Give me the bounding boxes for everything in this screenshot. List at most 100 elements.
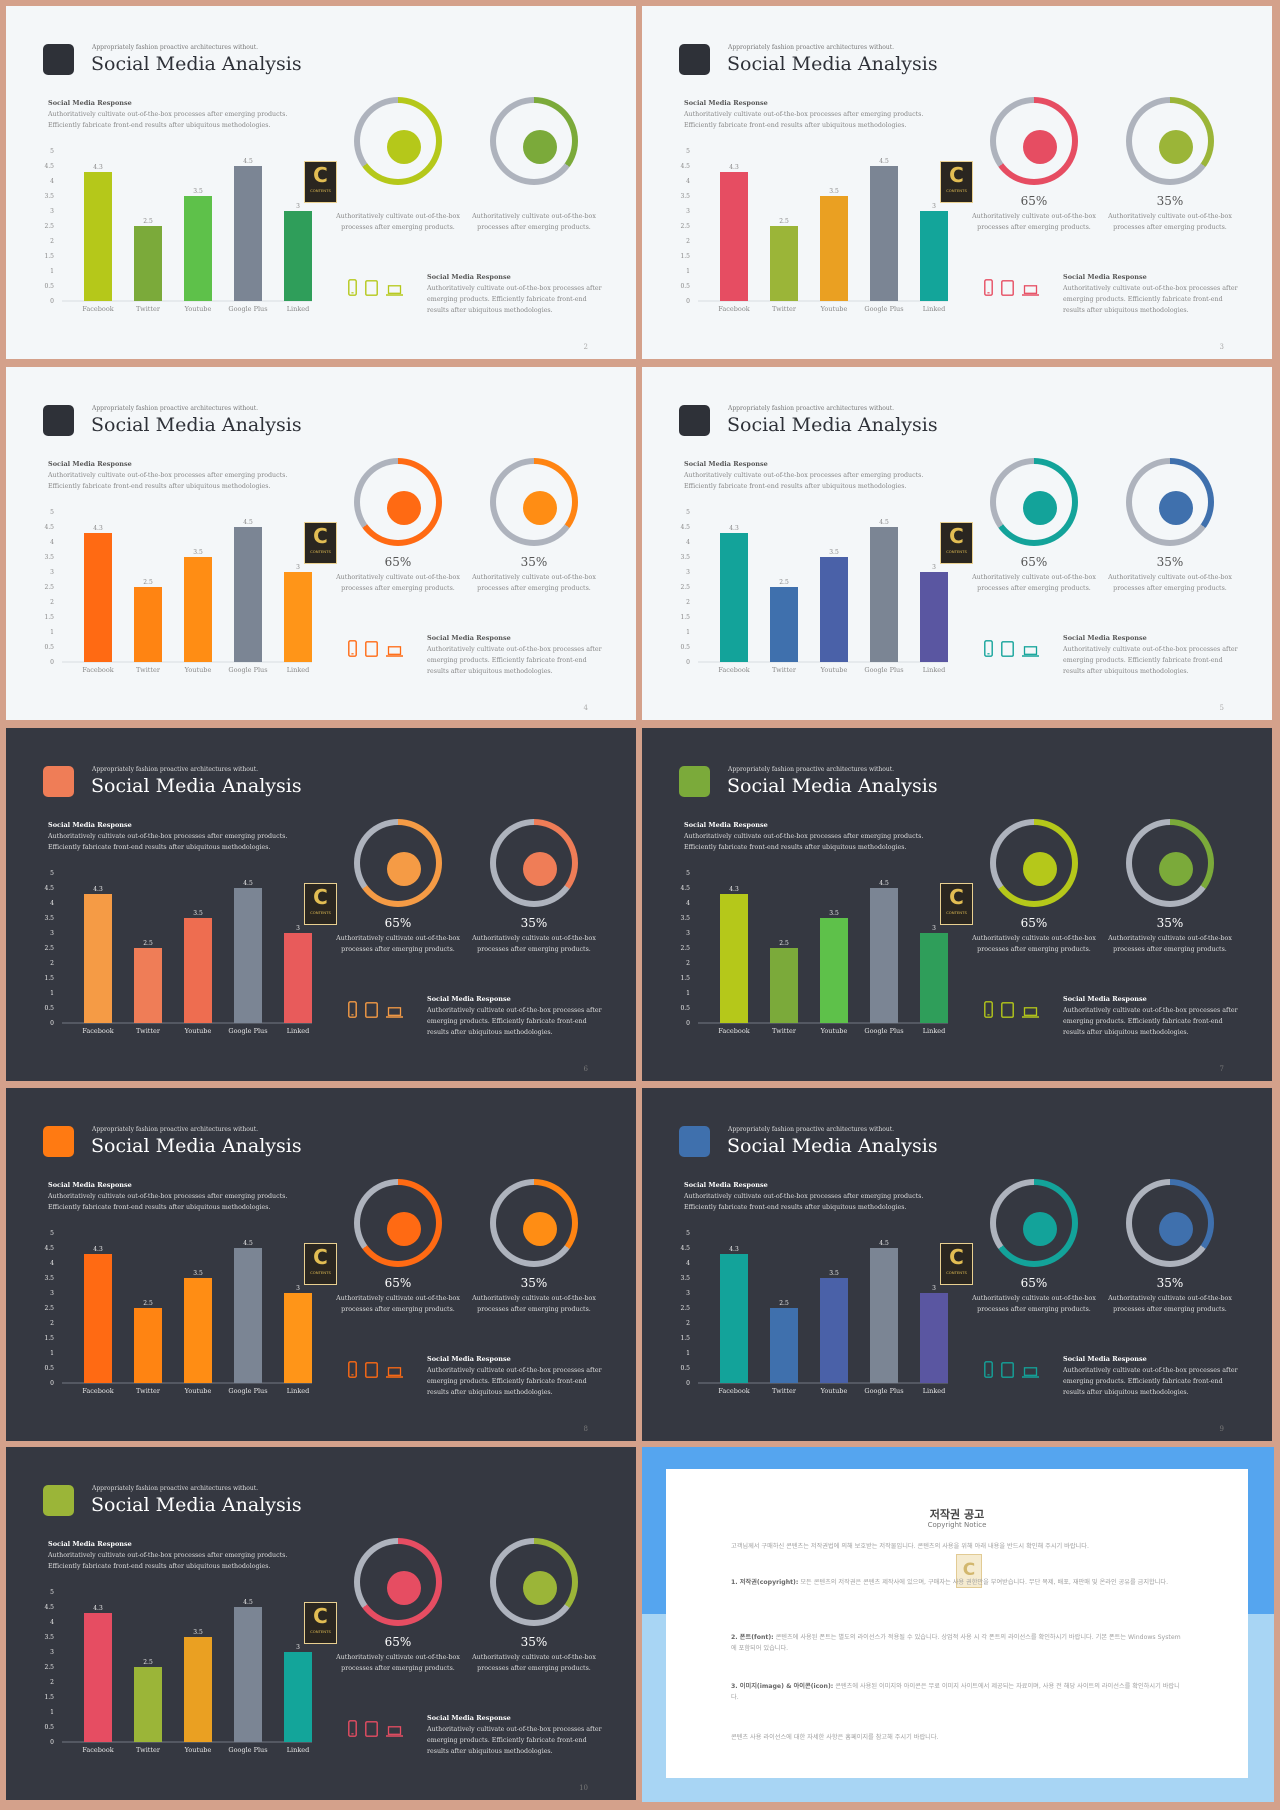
bar-google-plus: [234, 1607, 262, 1742]
y-tick-label: 3.5: [44, 554, 54, 561]
bar-chart: 0 0.5 1 1.5 2 2.5 3 3.5 4 4.5 5 4.3 Facebook 2.5 Twitt…: [36, 1218, 316, 1400]
donut-2: [490, 97, 578, 185]
donut-2: [1126, 458, 1214, 546]
donut-2-center: [523, 491, 557, 525]
donut-1: [354, 1179, 442, 1267]
logo-letter: C: [949, 1245, 964, 1269]
donut-2-center: [523, 1571, 557, 1605]
slide[interactable]: Appropriately fashion proactive architec…: [642, 728, 1272, 1081]
y-tick-label: 1.5: [44, 1335, 54, 1342]
bar-value-label: 2.5: [143, 1659, 153, 1666]
bar-linked: [284, 1652, 312, 1742]
category-label: Google Plus: [228, 666, 267, 674]
category-label: Google Plus: [228, 305, 267, 313]
y-tick-label: 2.5: [44, 223, 54, 230]
bar-value-label: 4.3: [93, 525, 103, 532]
bar-value-label: 4.5: [879, 158, 889, 165]
y-tick-label: 0.5: [44, 1005, 54, 1012]
bar-twitter: [134, 226, 162, 301]
page-number: 7: [1219, 1065, 1224, 1073]
y-tick-label: 0: [686, 659, 690, 666]
donut-2: [490, 1179, 578, 1267]
y-tick-label: 4: [686, 178, 690, 185]
slide[interactable]: Appropriately fashion proactive architec…: [6, 728, 636, 1081]
percent-1-desc: Authoritatively cultivate out-of-the-box…: [336, 1295, 460, 1313]
percent-2-desc: Authoritatively cultivate out-of-the-box…: [472, 1295, 596, 1313]
response-desc: Authoritatively cultivate out-of-the-box…: [48, 1552, 288, 1570]
y-tick-label: 3: [50, 208, 54, 215]
category-label: Facebook: [718, 1027, 749, 1035]
y-tick-label: 0.5: [44, 283, 54, 290]
slide-title: Social Media Analysis: [727, 1135, 938, 1157]
y-tick-label: 0.5: [680, 1365, 690, 1372]
bar-twitter: [770, 948, 798, 1023]
y-tick-label: 2.5: [44, 945, 54, 952]
category-label: Youtube: [184, 1387, 212, 1395]
y-tick-label: 1: [686, 1350, 690, 1357]
donut-1: [990, 97, 1078, 185]
response-desc: Authoritatively cultivate out-of-the-box…: [48, 111, 288, 129]
tablet-icon: [365, 1721, 378, 1737]
laptop-icon: [386, 646, 403, 657]
device-icons: [984, 640, 1039, 657]
y-tick-label: 2.5: [44, 584, 54, 591]
slide[interactable]: Appropriately fashion proactive architec…: [642, 367, 1272, 720]
phone-icon: [984, 279, 993, 296]
bar-chart: 0 0.5 1 1.5 2 2.5 3 3.5 4 4.5 5 4.3 Facebook 2.5 Twitt…: [36, 136, 316, 318]
tablet-icon: [365, 280, 378, 296]
contents-logo: C CONTENTS: [304, 522, 337, 564]
bar-value-label: 3: [296, 1285, 300, 1292]
page-number: 3: [1219, 343, 1224, 351]
logo-text: CONTENTS: [310, 910, 331, 915]
chart-svg: 0 0.5 1 1.5 2 2.5 3 3.5 4 4.5 5 4.3 Facebook 2.5 Twitt…: [680, 148, 948, 313]
category-label: Twitter: [772, 666, 797, 674]
bar-facebook: [720, 1254, 748, 1383]
donut-2: [1126, 819, 1214, 907]
logo-text: CONTENTS: [946, 910, 967, 915]
percent-1: 65%: [384, 1635, 412, 1649]
copyright-notice-slide[interactable]: 저작권 공고 Copyright Notice C 고객님께서 구매하신 콘텐츠…: [642, 1447, 1274, 1802]
chart-svg: 0 0.5 1 1.5 2 2.5 3 3.5 4 4.5 5 4.3 Facebook 2.5 Twitt…: [44, 509, 312, 674]
bar-twitter: [134, 1667, 162, 1742]
phone-icon: [984, 1361, 993, 1378]
slide[interactable]: Appropriately fashion proactive architec…: [642, 1088, 1272, 1441]
logo-text: CONTENTS: [946, 188, 967, 193]
category-label: Linked: [923, 305, 946, 313]
response-2-desc: Authoritatively cultivate out-of-the-box…: [427, 285, 602, 314]
chart-svg: 0 0.5 1 1.5 2 2.5 3 3.5 4 4.5 5 4.3 Facebook 2.5 Twitt…: [680, 1230, 948, 1395]
donut-1-center: [1023, 491, 1057, 525]
percent-1: 65%: [1020, 555, 1048, 569]
chart-svg: 0 0.5 1 1.5 2 2.5 3 3.5 4 4.5 5 4.3 Facebook 2.5 Twitt…: [44, 1589, 312, 1754]
category-label: Google Plus: [228, 1027, 267, 1035]
category-label: Youtube: [184, 1027, 212, 1035]
response-title: Social Media Response: [48, 1540, 132, 1548]
slide[interactable]: Appropriately fashion proactive architec…: [6, 1447, 636, 1800]
slide[interactable]: Appropriately fashion proactive architec…: [6, 367, 636, 720]
bar-value-label: 3: [296, 925, 300, 932]
bar-youtube: [184, 918, 212, 1023]
percent-2: 35%: [1156, 1276, 1184, 1290]
bar-value-label: 4.3: [729, 1246, 739, 1253]
response-2-title: Social Media Response: [427, 1355, 511, 1363]
donut-1-center: [387, 1212, 421, 1246]
y-tick-label: 2: [50, 960, 54, 967]
y-tick-label: 0.5: [44, 1365, 54, 1372]
y-tick-label: 3.5: [44, 915, 54, 922]
y-tick-label: 1.5: [680, 975, 690, 982]
notice-copyright-head: 1. 저작권(copyright):: [731, 1579, 799, 1586]
category-label: Linked: [923, 1387, 946, 1395]
laptop-icon: [1022, 285, 1039, 296]
notice-font-head: 2. 폰트(font):: [731, 1634, 774, 1641]
y-tick-label: 3.5: [680, 1275, 690, 1282]
donut-2: [490, 458, 578, 546]
slide[interactable]: Appropriately fashion proactive architec…: [6, 6, 636, 359]
bar-google-plus: [870, 166, 898, 301]
slide[interactable]: Appropriately fashion proactive architec…: [642, 6, 1272, 359]
response-2-desc: Authoritatively cultivate out-of-the-box…: [427, 1007, 602, 1036]
bar-value-label: 2.5: [779, 579, 789, 586]
logo-letter: C: [313, 524, 328, 548]
notice-image-head: 3. 이미지(image) & 아이콘(icon):: [731, 1683, 834, 1690]
slide[interactable]: Appropriately fashion proactive architec…: [6, 1088, 636, 1441]
response-2-title: Social Media Response: [427, 1714, 511, 1722]
accent-square: [679, 44, 710, 75]
